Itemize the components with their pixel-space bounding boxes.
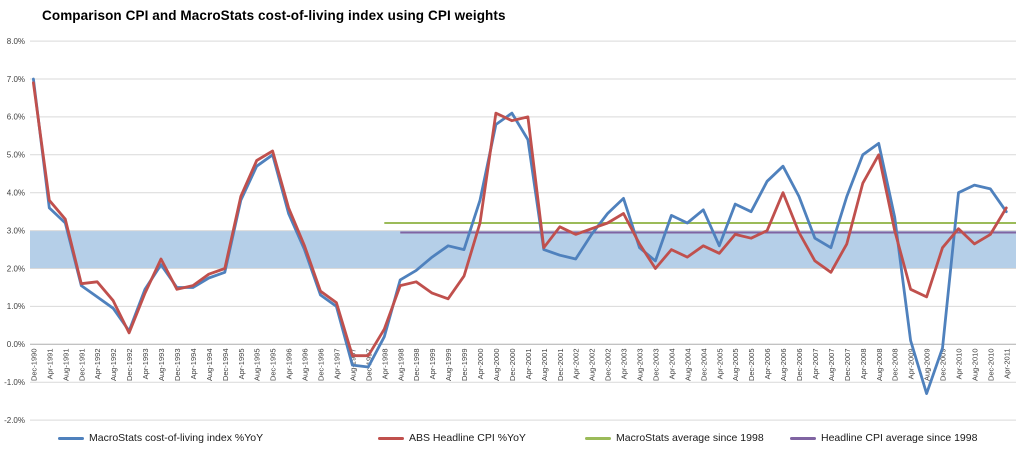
x-tick-label: Dec-1999: [460, 349, 469, 382]
macrostats-line-swatch: [58, 436, 84, 440]
x-tick-label: Apr-2006: [763, 349, 772, 380]
x-tick-label: Aug-2008: [875, 349, 884, 382]
x-tick-label: Dec-1992: [125, 349, 134, 382]
y-tick-label: 1.0%: [7, 302, 25, 311]
legend-item-abs-cpi: ABS Headline CPI %YoY: [378, 429, 526, 447]
x-tick-label: Dec-2009: [939, 349, 948, 382]
x-tick-label: Aug-2002: [588, 349, 597, 382]
x-tick-label: Apr-2008: [859, 349, 868, 380]
x-tick-label: Dec-2007: [843, 349, 852, 382]
x-tick-label: Apr-2001: [524, 349, 533, 380]
x-tick-label: Dec-1993: [173, 349, 182, 382]
x-tick-label: Apr-2011: [1002, 349, 1011, 379]
y-tick-label: 8.0%: [7, 37, 25, 46]
x-tick-label: Aug-1993: [157, 349, 166, 382]
x-tick-label: Aug-1992: [109, 349, 118, 382]
x-tick-label: Dec-1996: [317, 349, 326, 382]
chart-legend: MacroStats cost-of-living index %YoY ABS…: [0, 429, 1023, 449]
x-tick-label: Apr-1991: [45, 349, 54, 380]
x-tick-label: Dec-2005: [747, 349, 756, 382]
x-tick-label: Apr-2009: [907, 349, 916, 380]
x-tick-label: Aug-1996: [301, 349, 310, 382]
chart-title: Comparison CPI and MacroStats cost-of-li…: [42, 8, 506, 23]
macrostats-average-swatch: [585, 436, 611, 440]
x-tick-label: Apr-1992: [93, 349, 102, 380]
x-tick-label: Apr-1993: [141, 349, 150, 380]
legend-label: MacroStats average since 1998: [616, 432, 764, 444]
x-tick-label: Apr-1996: [285, 349, 294, 380]
y-tick-label: 7.0%: [7, 75, 25, 84]
x-tick-label: Apr-2004: [667, 349, 676, 380]
x-tick-label: Apr-1998: [380, 349, 389, 380]
x-tick-label: Dec-2002: [604, 349, 613, 382]
x-tick-label: Dec-2008: [891, 349, 900, 382]
x-tick-label: Aug-2007: [827, 349, 836, 382]
x-tick-label: Dec-1991: [77, 349, 86, 382]
x-tick-label: Aug-2010: [970, 349, 979, 382]
x-tick-label: Aug-1991: [61, 349, 70, 382]
x-tick-label: Aug-2003: [636, 349, 645, 382]
x-tick-label: Dec-1995: [269, 349, 278, 382]
legend-label: MacroStats cost-of-living index %YoY: [89, 432, 264, 444]
y-tick-label: 3.0%: [7, 226, 25, 235]
y-axis-labels: -2.0% -1.0% 0.0% 1.0% 2.0% 3.0% 4.0% 5.0% 6.0% 7.…: [4, 37, 25, 425]
x-axis-labels: Dec-1990 Apr-1991 Aug-1991 Dec-1991 Apr-1992…: [29, 349, 1011, 382]
y-tick-label: 5.0%: [7, 151, 25, 160]
x-tick-label: Aug-2005: [731, 349, 740, 382]
x-tick-label: Dec-2000: [508, 349, 517, 382]
x-tick-label: Dec-1990: [29, 349, 38, 382]
y-tick-label: -2.0%: [4, 416, 25, 425]
x-tick-label: Apr-2007: [811, 349, 820, 380]
x-tick-label: Aug-2004: [683, 349, 692, 382]
x-tick-label: Dec-2010: [986, 349, 995, 382]
x-tick-label: Apr-1997: [332, 349, 341, 380]
x-tick-label: Apr-1999: [428, 349, 437, 380]
y-tick-label: 2.0%: [7, 264, 25, 273]
y-tick-label: 0.0%: [7, 340, 25, 349]
x-tick-label: Aug-2001: [540, 349, 549, 382]
x-tick-label: Apr-2003: [620, 349, 629, 380]
x-tick-label: Aug-2000: [492, 349, 501, 382]
legend-item-macrostats-average: MacroStats average since 1998: [585, 429, 764, 447]
x-tick-label: Aug-1998: [396, 349, 405, 382]
target-band: [30, 230, 1016, 269]
legend-item-macrostats-index: MacroStats cost-of-living index %YoY: [58, 429, 263, 447]
x-tick-label: Aug-2009: [923, 349, 932, 382]
y-tick-label: 4.0%: [7, 189, 25, 198]
headline-average-swatch: [790, 436, 816, 440]
x-tick-label: Dec-1994: [221, 349, 230, 382]
x-tick-label: Apr-2005: [715, 349, 724, 380]
abs-cpi-line-swatch: [378, 436, 404, 440]
legend-label: Headline CPI average since 1998: [821, 432, 978, 444]
x-tick-label: Aug-2006: [779, 349, 788, 382]
x-tick-label: Dec-2006: [795, 349, 804, 382]
x-tick-label: Aug-1995: [253, 349, 262, 382]
x-tick-label: Dec-2004: [699, 349, 708, 382]
x-tick-label: Apr-1994: [189, 349, 198, 380]
y-tick-label: 6.0%: [7, 113, 25, 122]
legend-item-headline-average: Headline CPI average since 1998: [790, 429, 977, 447]
x-tick-label: Apr-1995: [237, 349, 246, 380]
legend-label: ABS Headline CPI %YoY: [409, 432, 526, 444]
series-line-macrostats-cost-of-living-index-yoy: [32, 77, 1008, 396]
x-tick-label: Apr-2002: [572, 349, 581, 380]
x-tick-label: Dec-1998: [412, 349, 421, 382]
x-tick-label: Aug-1994: [205, 349, 214, 382]
x-tick-label: Dec-2001: [556, 349, 565, 382]
x-tick-label: Apr-2010: [955, 349, 964, 380]
x-tick-label: Dec-2003: [651, 349, 660, 382]
y-tick-label: -1.0%: [4, 378, 25, 387]
series-line-abs-headline-cpi-yoy: [32, 81, 1008, 358]
x-tick-label: Apr-2000: [476, 349, 485, 380]
x-tick-label: Aug-1999: [444, 349, 453, 382]
